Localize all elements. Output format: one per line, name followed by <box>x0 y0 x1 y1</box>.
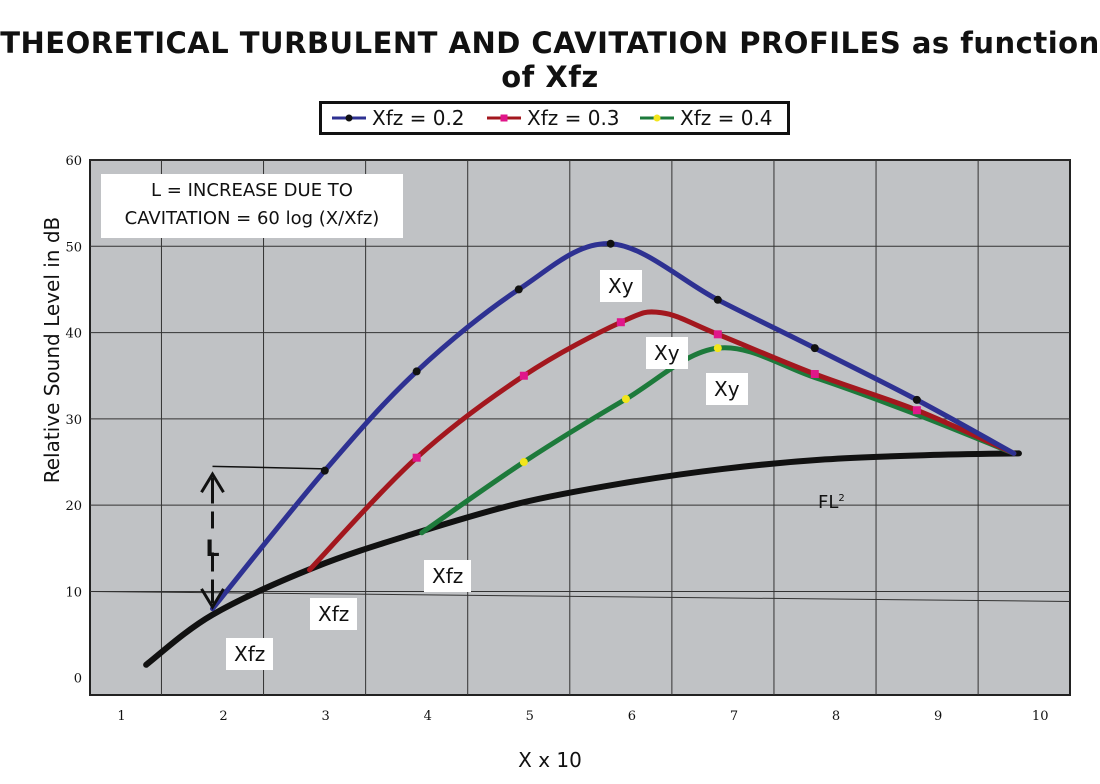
legend-item-1: Xfz = 0.3 <box>487 104 620 132</box>
fl2-label: FL2 <box>818 492 845 513</box>
xfz-label-2: Xfz <box>310 598 358 630</box>
legend-label-1: Xfz = 0.3 <box>527 106 620 130</box>
data-point-2 <box>621 395 630 404</box>
xy-label-2: Xy <box>646 337 688 369</box>
l-arrow-down <box>200 588 225 610</box>
cavitation-note: L = INCREASE DUE TO CAVITATION = 60 log … <box>101 174 403 238</box>
l-label: L <box>205 537 219 562</box>
data-point-1 <box>713 330 722 339</box>
x-tick-label: 10 <box>1032 709 1049 724</box>
data-point-0 <box>320 466 329 475</box>
fl-label-superscript: 2 <box>838 493 845 504</box>
legend: Xfz = 0.2 Xfz = 0.3 Xfz = 0.4 <box>319 101 790 135</box>
legend-swatch-1 <box>487 114 521 122</box>
y-tick-label: 10 <box>65 585 82 600</box>
series-line-3 <box>143 450 1022 668</box>
x-tick-label: 6 <box>628 709 636 724</box>
data-point-0 <box>912 395 921 404</box>
legend-swatch-2 <box>640 114 674 122</box>
legend-item-0: Xfz = 0.2 <box>332 104 465 132</box>
data-point-0 <box>810 344 819 353</box>
x-axis-label: X x 10 <box>518 748 582 772</box>
y-tick-label: 60 <box>65 154 82 169</box>
series-line-0 <box>210 241 1017 612</box>
data-point-1 <box>912 406 921 415</box>
l-arrow-up <box>200 471 225 493</box>
fl-label-text: FL <box>818 492 839 513</box>
data-point-2 <box>519 458 528 467</box>
l-leader-line <box>212 465 325 470</box>
data-point-1 <box>519 371 528 380</box>
data-point-0 <box>514 285 523 294</box>
x-tick-label: 2 <box>219 709 227 724</box>
l-label-bg <box>203 528 222 553</box>
x-tick-label: 9 <box>934 709 942 724</box>
note-line-2: CAVITATION = 60 log (X/Xfz) <box>124 208 380 229</box>
data-point-1 <box>412 453 421 462</box>
y-tick-label: 50 <box>65 240 82 255</box>
x-tick-label: 8 <box>832 709 840 724</box>
xfz-label-3: Xfz <box>424 560 472 592</box>
data-point-0 <box>713 295 722 304</box>
data-point-2 <box>713 344 722 353</box>
x-tick-label: 3 <box>321 709 329 724</box>
data-point-1 <box>616 318 625 327</box>
y-tick-label: 30 <box>65 413 82 428</box>
note-line-1: L = INCREASE DUE TO <box>151 180 353 201</box>
data-point-0 <box>412 367 421 376</box>
legend-label-0: Xfz = 0.2 <box>372 106 465 130</box>
x-tick-label: 7 <box>730 709 738 724</box>
y-axis-label: Relative Sound Level in dB <box>40 216 64 484</box>
xy-label-3: Xy <box>706 373 748 405</box>
x-tick-label: 4 <box>424 709 432 724</box>
xfz-label-1: Xfz <box>226 638 274 670</box>
y-tick-label: 20 <box>65 499 82 514</box>
y-tick-label: 40 <box>65 327 82 342</box>
legend-item-2: Xfz = 0.4 <box>640 104 773 132</box>
data-point-1 <box>810 370 819 378</box>
data-point-0 <box>606 239 615 248</box>
chart-title: THEORETICAL TURBULENT AND CAVITATION PRO… <box>0 26 1100 94</box>
series-line-1 <box>306 309 1017 573</box>
x-tick-label: 1 <box>117 709 125 724</box>
x-tick-label: 5 <box>526 709 534 724</box>
xy-label-1: Xy <box>600 270 642 302</box>
legend-swatch-0 <box>332 114 366 122</box>
y-tick-label: 0 <box>74 672 82 687</box>
legend-label-2: Xfz = 0.4 <box>680 106 773 130</box>
